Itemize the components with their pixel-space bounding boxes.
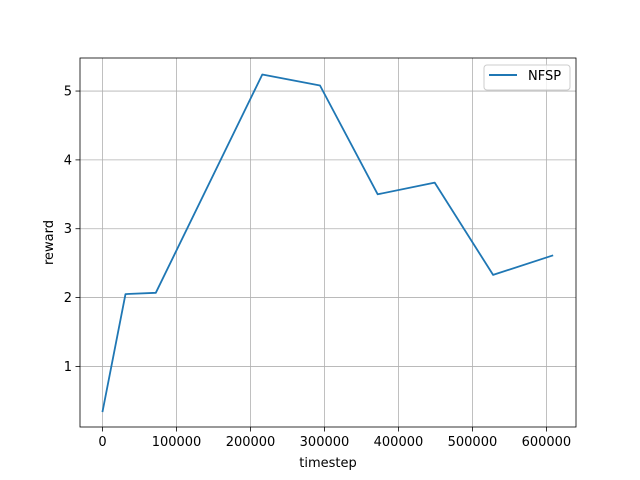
series-line-nfsp [101,73,554,413]
grid-lines [80,58,576,427]
x-tick-label: 200000 [226,435,276,450]
legend-label-nfsp: NFSP [528,69,561,84]
series-layer [101,73,554,413]
data-point [319,85,321,87]
data-point [492,274,494,276]
data-point [551,255,553,257]
data-point [261,74,263,76]
y-tick-label: 3 [64,222,72,237]
y-tick-label: 5 [64,85,72,100]
y-tick-label: 2 [64,291,72,306]
x-tick-label: 400000 [374,435,424,450]
data-point [377,193,379,195]
x-tick-label: 0 [98,435,106,450]
x-axis-label: timestep [299,456,357,471]
x-tick-label: 600000 [522,435,572,450]
axis-ticks: 0 100000 200000 300000 400000 500000 600000 1 2 3… [64,85,572,450]
y-axis-label: reward [42,220,57,265]
x-tick-label: 500000 [448,435,498,450]
data-point [434,182,436,184]
y-tick-label: 1 [64,360,72,375]
legend-frame [483,64,571,91]
x-tick-label: 100000 [152,435,202,450]
y-tick-label: 4 [64,153,72,168]
data-point [155,292,157,294]
legend: NFSP [483,64,571,91]
plot-frame [79,57,577,428]
data-point [102,410,104,412]
x-tick-label: 300000 [300,435,350,450]
data-point [125,293,127,295]
